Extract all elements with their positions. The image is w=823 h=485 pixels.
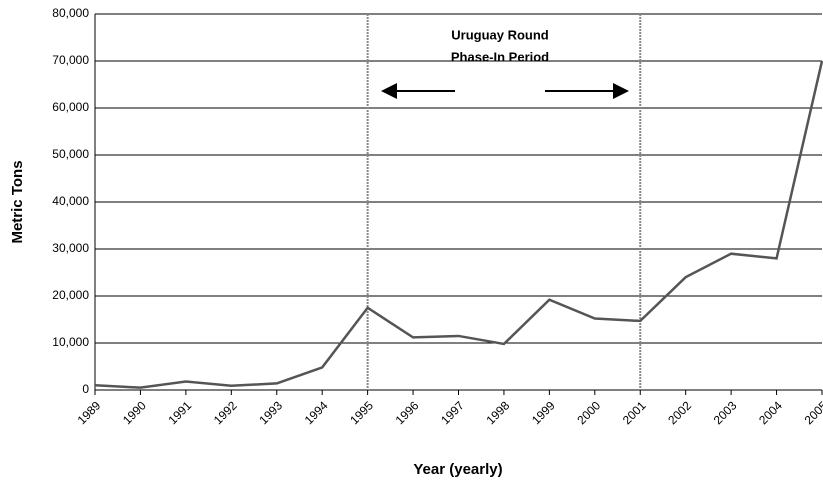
y-tick-label: 40,000 [52, 194, 89, 208]
y-tick-label: 70,000 [52, 53, 89, 67]
x-tick-label: 1994 [302, 398, 331, 427]
annotation: Phase-In Period [451, 49, 549, 64]
x-tick-label: 2001 [620, 398, 649, 427]
x-tick-label: 1989 [75, 398, 104, 427]
x-tick-label: 2000 [574, 398, 603, 427]
y-tick-label: 80,000 [52, 6, 89, 20]
data-line [94, 60, 823, 389]
annotation: Uruguay Round [451, 27, 549, 42]
x-tick-label: 1996 [393, 398, 422, 427]
x-tick-label: 2002 [665, 398, 694, 427]
x-tick-label: 1993 [256, 398, 285, 427]
x-tick-label: 1998 [484, 398, 513, 427]
x-tick-label: 1991 [165, 398, 194, 427]
x-tick-label: 1990 [120, 398, 149, 427]
y-tick-label: 30,000 [52, 241, 89, 255]
y-tick-label: 0 [82, 382, 89, 396]
x-axis-label: Year (yearly) [413, 461, 502, 478]
y-axis-label: Metric Tons [9, 160, 26, 243]
x-tick-label: 1999 [529, 398, 558, 427]
y-tick-label: 20,000 [52, 288, 89, 302]
x-tick-label: 2003 [711, 398, 740, 427]
x-tick-label: 1997 [438, 398, 467, 427]
y-tick-label: 50,000 [52, 147, 89, 161]
y-tick-label: 60,000 [52, 100, 89, 114]
x-tick-label: 2005 [802, 398, 823, 427]
x-tick-label: 2004 [756, 398, 785, 427]
y-tick-label: 10,000 [52, 335, 89, 349]
x-tick-label: 1992 [211, 398, 240, 427]
x-tick-label: 1995 [347, 398, 376, 427]
